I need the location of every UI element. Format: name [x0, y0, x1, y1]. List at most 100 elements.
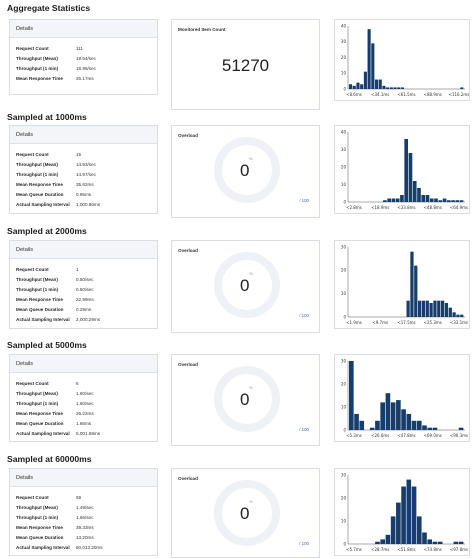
percent-sign: %: [249, 271, 253, 276]
details-header: Details: [10, 20, 157, 38]
mean-response-value: 26.22ms: [76, 411, 94, 416]
histogram-bar: [400, 87, 405, 89]
histogram-svg: 30 20 10 0<5.3ms <26.6ms <47.8ms <69.0ms <90.3m…: [341, 358, 468, 438]
x-tick-label: <5.7ms: [346, 547, 362, 552]
x-tick-label: <74.8ms: [424, 547, 442, 552]
request-count-value: 1: [76, 267, 79, 272]
x-tick-label: <97.8ms: [450, 547, 468, 552]
overload-gauge: [214, 137, 280, 203]
histogram-bar: [455, 200, 460, 202]
histogram-bar: [371, 43, 375, 89]
section-title: Sampled at 2000ms: [7, 226, 87, 236]
y-tick-label: 10: [341, 518, 347, 523]
details-panel: Details Request Count 111 Throughput (Mea…: [9, 19, 158, 95]
histogram-bar: [404, 139, 409, 202]
overload-gauge: [214, 480, 280, 546]
x-tick-label: <61.5ms: [397, 92, 415, 97]
histogram-bar: [448, 307, 452, 317]
throughput-1min-value: 0.50/sec: [76, 287, 94, 292]
y-tick-label: 20: [341, 495, 347, 500]
mean-response-value: 26.17ms: [76, 76, 94, 81]
throughput-mean-value: 14.93/sec: [76, 162, 96, 167]
histogram-bar: [369, 427, 375, 430]
histogram-bar: [406, 413, 412, 430]
histogram-bar: [421, 195, 426, 202]
x-tick-label: <51.8ms: [397, 547, 415, 552]
x-tick-label: <26.6ms: [371, 433, 389, 438]
sampling-interval-value: 2,000.29ms: [76, 317, 101, 322]
y-tick-label: 20: [341, 55, 347, 60]
y-tick-label: 30: [341, 244, 347, 249]
histogram-svg: 30 20 10 0<5.7ms <28.7ms <51.8ms <74.8ms <97.8m…: [341, 472, 468, 552]
response-time-histogram: 30 20 10 0 <5.3ms <26.6ms <47.8ms <69.0ms <90.3m…: [334, 354, 470, 442]
y-tick-label: 20: [341, 268, 347, 273]
histogram-bar: [429, 198, 434, 202]
mean-queue-value: 0.29ms: [76, 307, 92, 312]
histogram-bar: [390, 516, 396, 544]
histogram-bar: [397, 87, 401, 89]
histogram-bar: [432, 427, 438, 430]
overload-panel: Overload % 0 / 100: [171, 468, 320, 558]
y-tick-label: 0: [343, 86, 346, 91]
histogram-bar: [416, 516, 422, 544]
histogram-bar: [425, 300, 429, 317]
sampling-interval-value: 5,001.68ms: [76, 431, 101, 436]
x-tick-label: <17.5ms: [397, 320, 415, 325]
x-tick-label: <48.8ms: [424, 205, 442, 210]
histogram-bar: [395, 198, 400, 202]
details-header: Details: [10, 355, 157, 373]
monitored-item-count-value: 51270: [221, 56, 270, 75]
throughput-mean-value: 1.60/sec: [76, 391, 94, 396]
histogram-bar: [456, 314, 460, 317]
throughput-mean-value: 0.50/sec: [76, 277, 94, 282]
request-count-value: 69: [76, 495, 82, 500]
histogram-bar: [352, 85, 356, 89]
histogram-bar: [417, 188, 421, 202]
mean-queue-value: 1.66ms: [76, 421, 92, 426]
mean-queue-value: 0.95ms: [76, 192, 92, 197]
histogram-bar: [380, 539, 385, 544]
section-title: Sampled at 1000ms: [7, 112, 87, 122]
overload-gauge: [214, 366, 280, 432]
histogram-bar: [412, 181, 417, 202]
y-tick-label: 0: [343, 314, 346, 319]
histogram-bar: [422, 425, 427, 430]
histogram-bar: [446, 200, 451, 202]
histogram-svg: 40 30 20 10 0<2.8ms <18.9ms <33.8ms <48.8ms <64.…: [341, 129, 468, 210]
x-tick-label: <34.1ms: [371, 92, 389, 97]
x-tick-label: <90.3ms: [450, 433, 468, 438]
histogram-bar: [393, 87, 397, 89]
y-tick-label: 0: [343, 541, 346, 546]
histogram-bar: [396, 502, 401, 544]
mean-queue-value: 13.20ms: [76, 535, 94, 540]
histogram-bar: [385, 534, 391, 544]
histogram-bar: [359, 420, 365, 430]
overload-title: Overload: [178, 476, 198, 481]
histogram-bar: [354, 413, 359, 430]
y-tick-label: 20: [341, 164, 347, 169]
y-tick-label: 30: [341, 358, 347, 363]
overload-gauge: [214, 252, 280, 318]
histogram-bar: [400, 195, 404, 202]
histogram-bar: [391, 198, 396, 202]
y-tick-label: 10: [341, 291, 347, 296]
overload-panel: Overload % 0 / 100: [171, 354, 320, 446]
histogram-bar: [380, 402, 385, 430]
monitored-item-count-title: Monitored Item Count: [178, 27, 226, 32]
histogram-bar: [383, 200, 387, 202]
histogram-bar: [416, 420, 422, 430]
histogram-bar: [427, 539, 433, 544]
histogram-bar: [451, 200, 455, 202]
histogram-bar: [360, 84, 364, 89]
section-title: Aggregate Statistics: [7, 3, 91, 13]
y-tick-label: 40: [341, 23, 347, 28]
histogram-bar: [421, 300, 426, 317]
mean-response-value: 22.99ms: [76, 297, 94, 302]
histogram-bar: [429, 303, 433, 317]
overload-panel: Overload % 0 / 100: [171, 125, 320, 218]
histogram-bar: [382, 85, 386, 89]
x-tick-label: <5.3ms: [346, 433, 362, 438]
throughput-mean-value: 18.54/sec: [76, 56, 96, 61]
response-time-histogram: 30 20 10 0 <1.9ms <9.7ms <17.5ms <25.3ms <33.1ms: [334, 240, 470, 329]
histogram-bar: [408, 153, 413, 202]
